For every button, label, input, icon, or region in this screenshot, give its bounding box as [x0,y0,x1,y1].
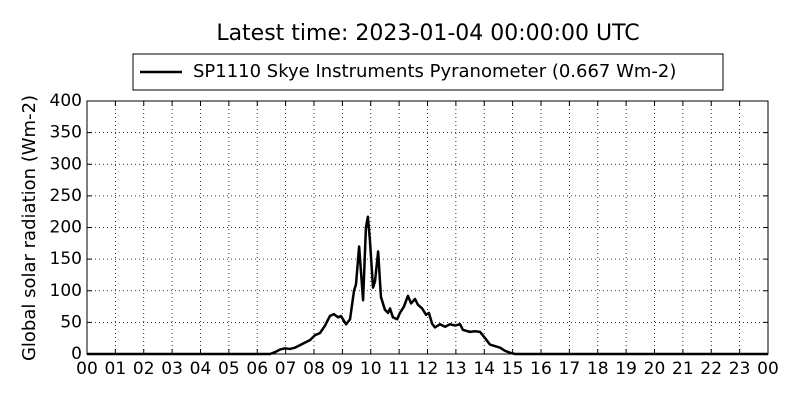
legend-label: SP1110 Skye Instruments Pyranometer (0.6… [193,61,676,82]
x-tick-label: 14 [473,359,495,379]
x-tick-label: 04 [190,359,212,379]
plot-frame [86,100,769,355]
x-tick-label: 13 [445,359,467,379]
y-tick-label: 400 [50,91,82,111]
y-tick-label: 50 [60,312,82,332]
x-tick-label: 16 [530,359,552,379]
x-tick-label: 05 [218,359,240,379]
x-tick-label: 08 [303,359,325,379]
x-tick-label: 06 [246,359,268,379]
x-tick-label: 02 [133,359,155,379]
x-tick-label: 15 [502,359,524,379]
x-tick-label: 00 [757,359,779,379]
data-line [87,215,768,356]
y-tick-label: 250 [50,186,82,206]
y-tick-label: 100 [50,281,82,301]
x-tick-label: 19 [615,359,637,379]
y-tick-label: 150 [50,249,82,269]
x-tick-label: 01 [105,359,127,379]
y-tick-label: 300 [50,154,82,174]
legend-box [132,53,724,91]
x-tick-label: 12 [417,359,439,379]
chart-title: Latest time: 2023-01-04 00:00:00 UTC [216,21,639,46]
x-tick-label: 07 [275,359,297,379]
x-tick-label: 18 [587,359,609,379]
x-tick-label: 21 [672,359,694,379]
x-tick-label: 00 [76,359,98,379]
x-tick-label: 23 [729,359,751,379]
x-tick-label: 10 [360,359,382,379]
y-tick-label: 350 [50,123,82,143]
x-tick-label: 17 [559,359,581,379]
y-tick-label: 0 [71,344,82,364]
y-axis-label: Global solar radiation (Wm-2) [19,95,40,361]
x-tick-label: 03 [161,359,183,379]
x-tick-label: 09 [332,359,354,379]
x-tick-label: 11 [388,359,410,379]
x-tick-label: 20 [644,359,666,379]
y-tick-label: 200 [50,218,82,238]
x-tick-label: 22 [700,359,722,379]
